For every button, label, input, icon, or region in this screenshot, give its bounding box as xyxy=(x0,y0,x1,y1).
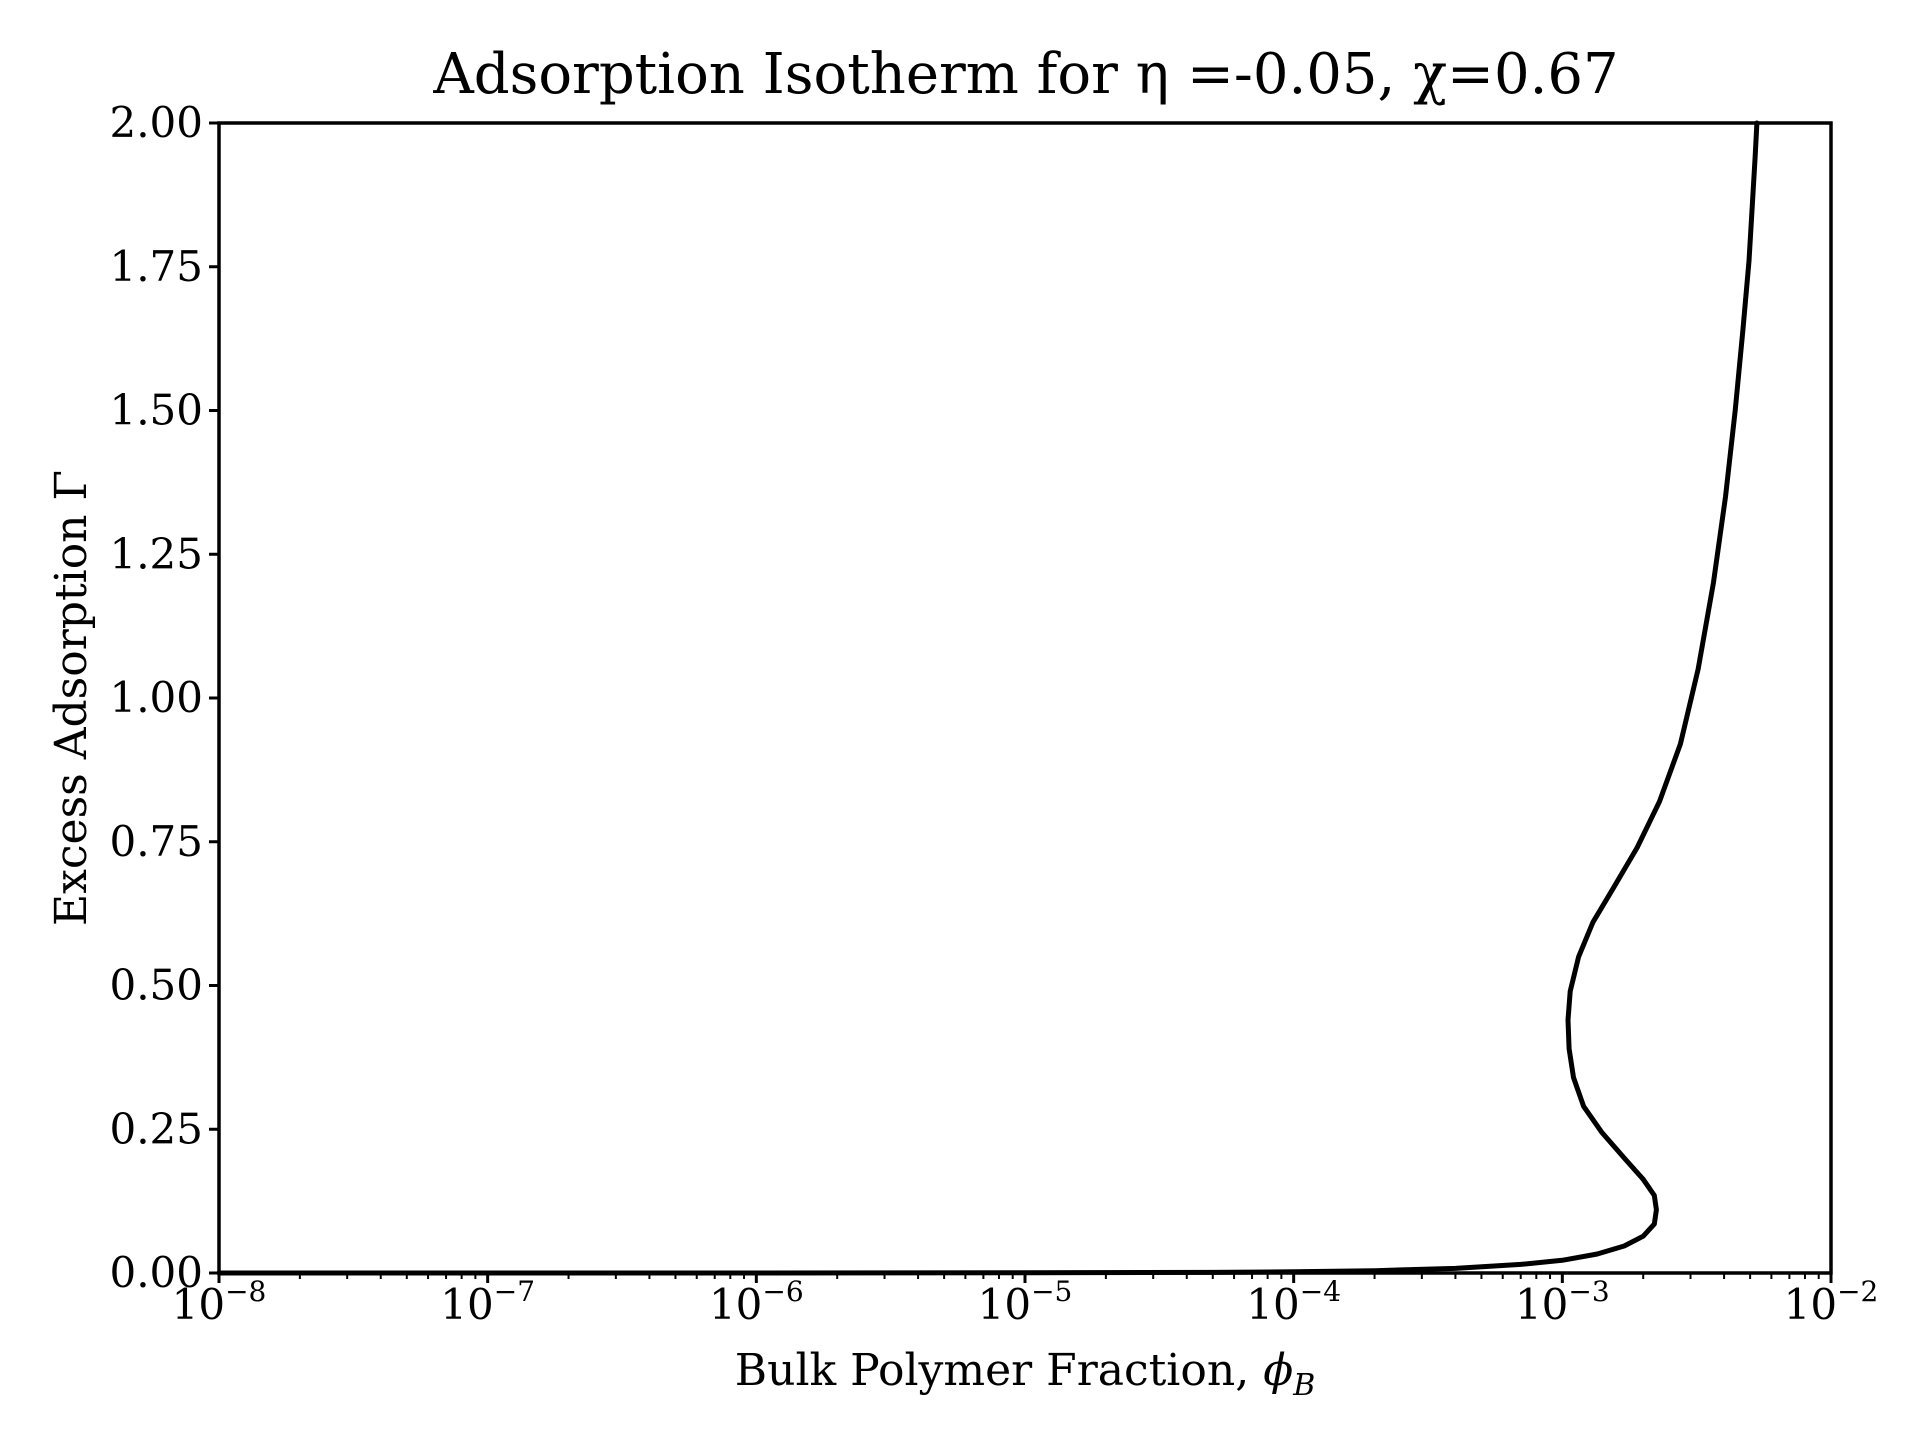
y-tick-label: 1.50 xyxy=(109,386,203,435)
x-tick-label-base: 10 xyxy=(978,1280,1031,1329)
x-tick-label-exponent: −7 xyxy=(494,1275,535,1308)
y-axis-label: Excess Adsorption Γ xyxy=(46,470,97,926)
y-tick-label: 0.00 xyxy=(109,1248,203,1297)
x-tick-label-exponent: −8 xyxy=(225,1275,266,1308)
x-tick-label-base: 10 xyxy=(709,1280,762,1329)
x-axis-label-sub: B xyxy=(1292,1368,1315,1403)
x-tick-label-exponent: −5 xyxy=(1031,1275,1072,1308)
y-tick-label: 1.00 xyxy=(109,673,203,722)
x-tick-label: 10−7 xyxy=(440,1275,535,1329)
x-tick-label-exponent: −2 xyxy=(1837,1275,1878,1308)
x-tick-label-base: 10 xyxy=(440,1280,493,1329)
x-tick-label-base: 10 xyxy=(172,1280,225,1329)
x-tick-label-base: 10 xyxy=(1515,1280,1568,1329)
x-tick-label: 10−4 xyxy=(1246,1275,1341,1329)
y-tick-label: 0.50 xyxy=(109,961,203,1010)
series-line xyxy=(216,120,1760,1276)
x-tick-label: 10−6 xyxy=(709,1275,804,1329)
plot-frame xyxy=(217,121,1833,1275)
x-axis-label: Bulk Polymer Fraction, ϕB xyxy=(735,1345,1315,1403)
x-tick-label-exponent: −3 xyxy=(1568,1275,1609,1308)
y-tick-label: 1.75 xyxy=(109,242,203,291)
chart-title: Adsorption Isotherm for η =-0.05, χ=0.67 xyxy=(432,42,1618,107)
x-tick-label: 10−3 xyxy=(1515,1275,1610,1329)
series-layer xyxy=(216,120,1760,1276)
x-tick-label-base: 10 xyxy=(1246,1280,1299,1329)
x-tick-label-base: 10 xyxy=(1784,1280,1837,1329)
x-axis-label-main: Bulk Polymer Fraction, xyxy=(735,1345,1263,1396)
x-axis-label-symbol: ϕ xyxy=(1263,1345,1293,1396)
x-tick-label: 10−8 xyxy=(172,1275,267,1329)
x-tick-label: 10−2 xyxy=(1784,1275,1879,1329)
y-tick-label: 2.00 xyxy=(109,98,203,147)
x-tick-label: 10−5 xyxy=(978,1275,1073,1329)
x-tick-label-exponent: −4 xyxy=(1300,1275,1341,1308)
y-tick-label: 1.25 xyxy=(109,529,203,578)
x-tick-label-exponent: −6 xyxy=(762,1275,803,1308)
y-tick-label: 0.75 xyxy=(109,817,203,866)
y-tick-label: 0.25 xyxy=(109,1104,203,1153)
axis-ticks: 0.000.250.500.751.001.251.501.752.0010−8… xyxy=(109,98,1878,1329)
